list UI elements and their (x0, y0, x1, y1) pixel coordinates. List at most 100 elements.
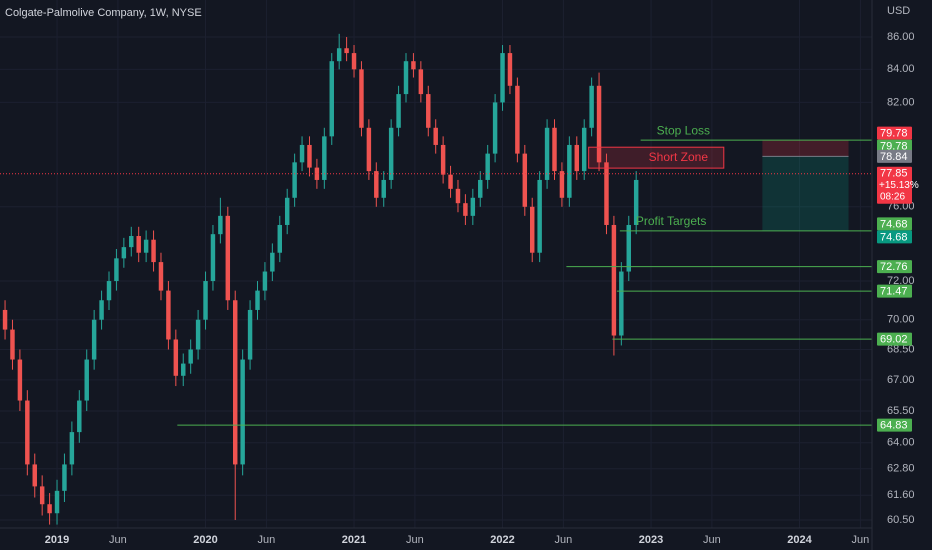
price-tag (877, 284, 912, 298)
candle-body (247, 309, 253, 360)
y-tick-label: 82.00 (887, 96, 915, 108)
candle-body (114, 258, 119, 282)
price-tag-label: 72.76 (880, 261, 908, 273)
candle-body (574, 144, 580, 172)
candle-body (366, 127, 372, 172)
candle-body (515, 85, 520, 154)
candle-body (84, 359, 89, 401)
x-tick-label: Jun (258, 534, 276, 546)
candle-body (426, 94, 431, 128)
candle-body (537, 179, 542, 253)
candle-body (232, 300, 238, 465)
candle-body (403, 61, 409, 95)
candle-body (203, 281, 208, 320)
x-tick-label: Jun (406, 534, 424, 546)
x-tick-label: 2023 (639, 534, 663, 546)
x-tick-label: 2021 (342, 534, 366, 546)
price-tag-label: 69.02 (880, 333, 908, 345)
candle-body (158, 262, 164, 291)
candle-body (99, 300, 104, 320)
candle-body (284, 197, 290, 225)
candle-body (351, 53, 357, 70)
x-tick-label: Jun (109, 534, 127, 546)
candle-body (292, 162, 297, 198)
candle-body (344, 48, 349, 54)
candle-body (633, 179, 639, 225)
candle-body (25, 400, 30, 465)
candle-body (39, 486, 45, 505)
price-tag-label: 74.68 (880, 218, 908, 230)
candle-body (396, 94, 401, 128)
candle-body (626, 224, 631, 272)
x-tick-label: Jun (852, 534, 870, 546)
candle-body (470, 197, 476, 216)
position-target-area (762, 156, 849, 231)
x-tick-label: 2022 (490, 534, 514, 546)
y-tick-label: 67.00 (887, 374, 915, 386)
last-price-countdown: 08:26 (880, 191, 905, 202)
candle-body (604, 162, 609, 225)
y-tick-label: 70.00 (887, 314, 915, 326)
grid (0, 0, 872, 528)
candle-body (91, 319, 97, 360)
y-tick-label: 61.60 (887, 489, 915, 501)
candle-body (47, 504, 52, 514)
candle-body (240, 359, 245, 465)
price-tag (877, 139, 912, 153)
x-tick-label: 2019 (45, 534, 69, 546)
plot (2, 33, 639, 525)
candle-body (166, 290, 171, 340)
candle-body (307, 144, 312, 168)
chart-title: Colgate-Palmolive Company, 1W, NYSE (5, 7, 202, 19)
candle-body (500, 53, 505, 103)
candle-body (448, 174, 453, 189)
candle-body (299, 144, 305, 163)
candle-body (581, 127, 587, 172)
candle-body (544, 127, 550, 180)
candle-body (262, 271, 268, 291)
price-tag (877, 260, 912, 274)
y-tick-label: 72.00 (887, 275, 915, 287)
candle-body (596, 85, 602, 163)
overlays: Short Zone Stop Loss Profit Targets (0, 123, 872, 426)
candle-body (62, 464, 67, 491)
price-tag (877, 332, 912, 346)
short-zone (588, 146, 725, 169)
candle-body (463, 203, 468, 216)
position-stop-area (762, 140, 849, 157)
candle-body (69, 432, 75, 465)
candle-body (136, 236, 141, 253)
level-label: Profit Targets (636, 214, 706, 228)
candle-body (552, 127, 557, 172)
price-tag-label: 78.84 (880, 151, 908, 163)
candle-body (530, 206, 535, 253)
y-tick-label: 86.00 (887, 31, 915, 43)
candle-body (522, 153, 528, 207)
candle-body (106, 281, 112, 301)
candle-body (32, 464, 37, 487)
candle-body (151, 239, 156, 263)
x-tick-label: Jun (555, 534, 573, 546)
candle-body (255, 290, 260, 310)
candle-body (411, 61, 416, 70)
candle-body (507, 53, 513, 86)
candle-body (277, 224, 283, 253)
candle-body (314, 167, 320, 180)
price-tag (877, 418, 912, 432)
x-tick-label: Jun (703, 534, 721, 546)
candle-body (611, 224, 617, 336)
candle-body (181, 363, 186, 376)
candle-body (336, 48, 342, 62)
candle-body (188, 349, 193, 364)
candle-body (121, 247, 127, 259)
candle-body (418, 69, 424, 95)
candle-body (225, 215, 231, 301)
price-tag (877, 217, 912, 231)
candle-body (218, 215, 223, 235)
candle-body (210, 234, 216, 282)
candle-body (2, 309, 8, 330)
axes: 86.0084.0082.0076.0072.0070.0068.5067.00… (45, 31, 919, 546)
candle-body (567, 144, 572, 198)
